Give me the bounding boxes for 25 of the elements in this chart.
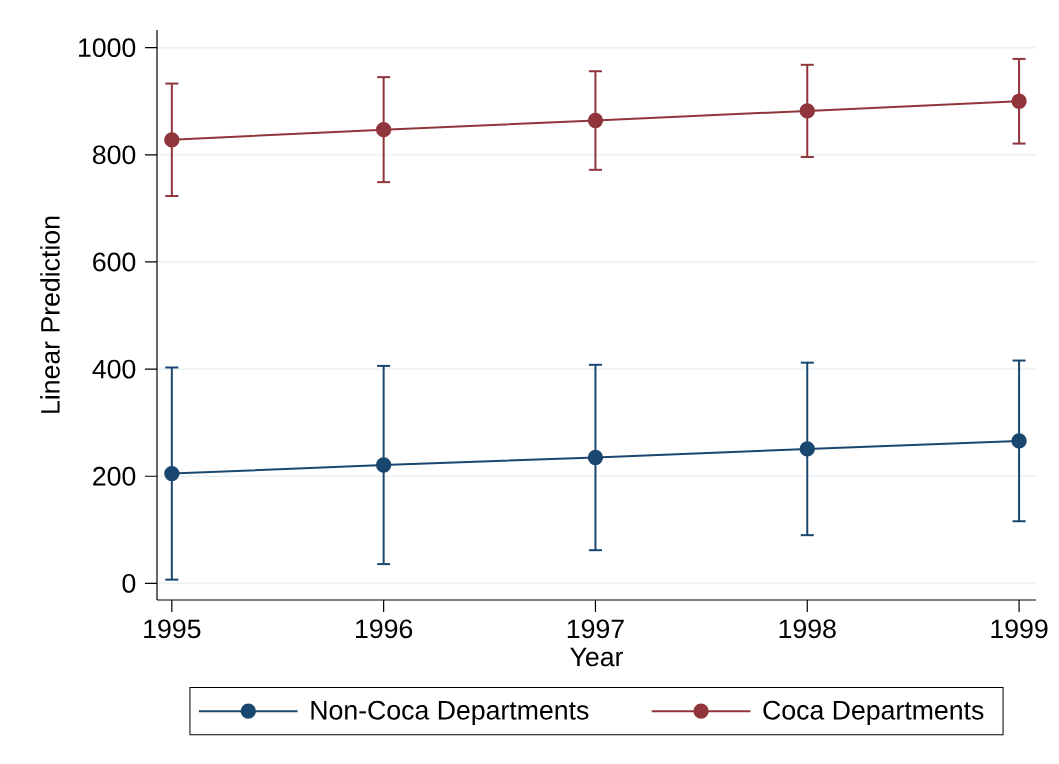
point [587, 449, 604, 466]
y-tick-label: 800 [92, 145, 136, 165]
x-tick-label: 1998 [779, 619, 836, 639]
point [587, 112, 604, 129]
point [799, 441, 815, 457]
x-tick-label: 1995 [144, 619, 201, 639]
point [164, 132, 180, 148]
y-tick-label: 1000 [79, 38, 136, 58]
point [164, 465, 180, 482]
x-tick-label: 1997 [567, 619, 624, 639]
point [1011, 433, 1027, 449]
point [1011, 93, 1027, 109]
x-tick-label: 1996 [356, 619, 413, 639]
point [375, 121, 392, 138]
y-tick-label: 0 [122, 573, 136, 593]
y-tick-label: 200 [93, 466, 136, 486]
legend-label: Non-Coca Departments [311, 700, 589, 725]
point [799, 103, 815, 119]
x-tick-label: 1999 [991, 619, 1048, 639]
y-axis-title: Linear Prediction [40, 216, 60, 413]
y-tick-label: 600 [93, 252, 136, 272]
x-axis-title: Year [570, 647, 624, 667]
point [375, 457, 392, 473]
legend-label: Coca Departments [763, 700, 984, 725]
y-tick-label: 400 [92, 359, 136, 379]
